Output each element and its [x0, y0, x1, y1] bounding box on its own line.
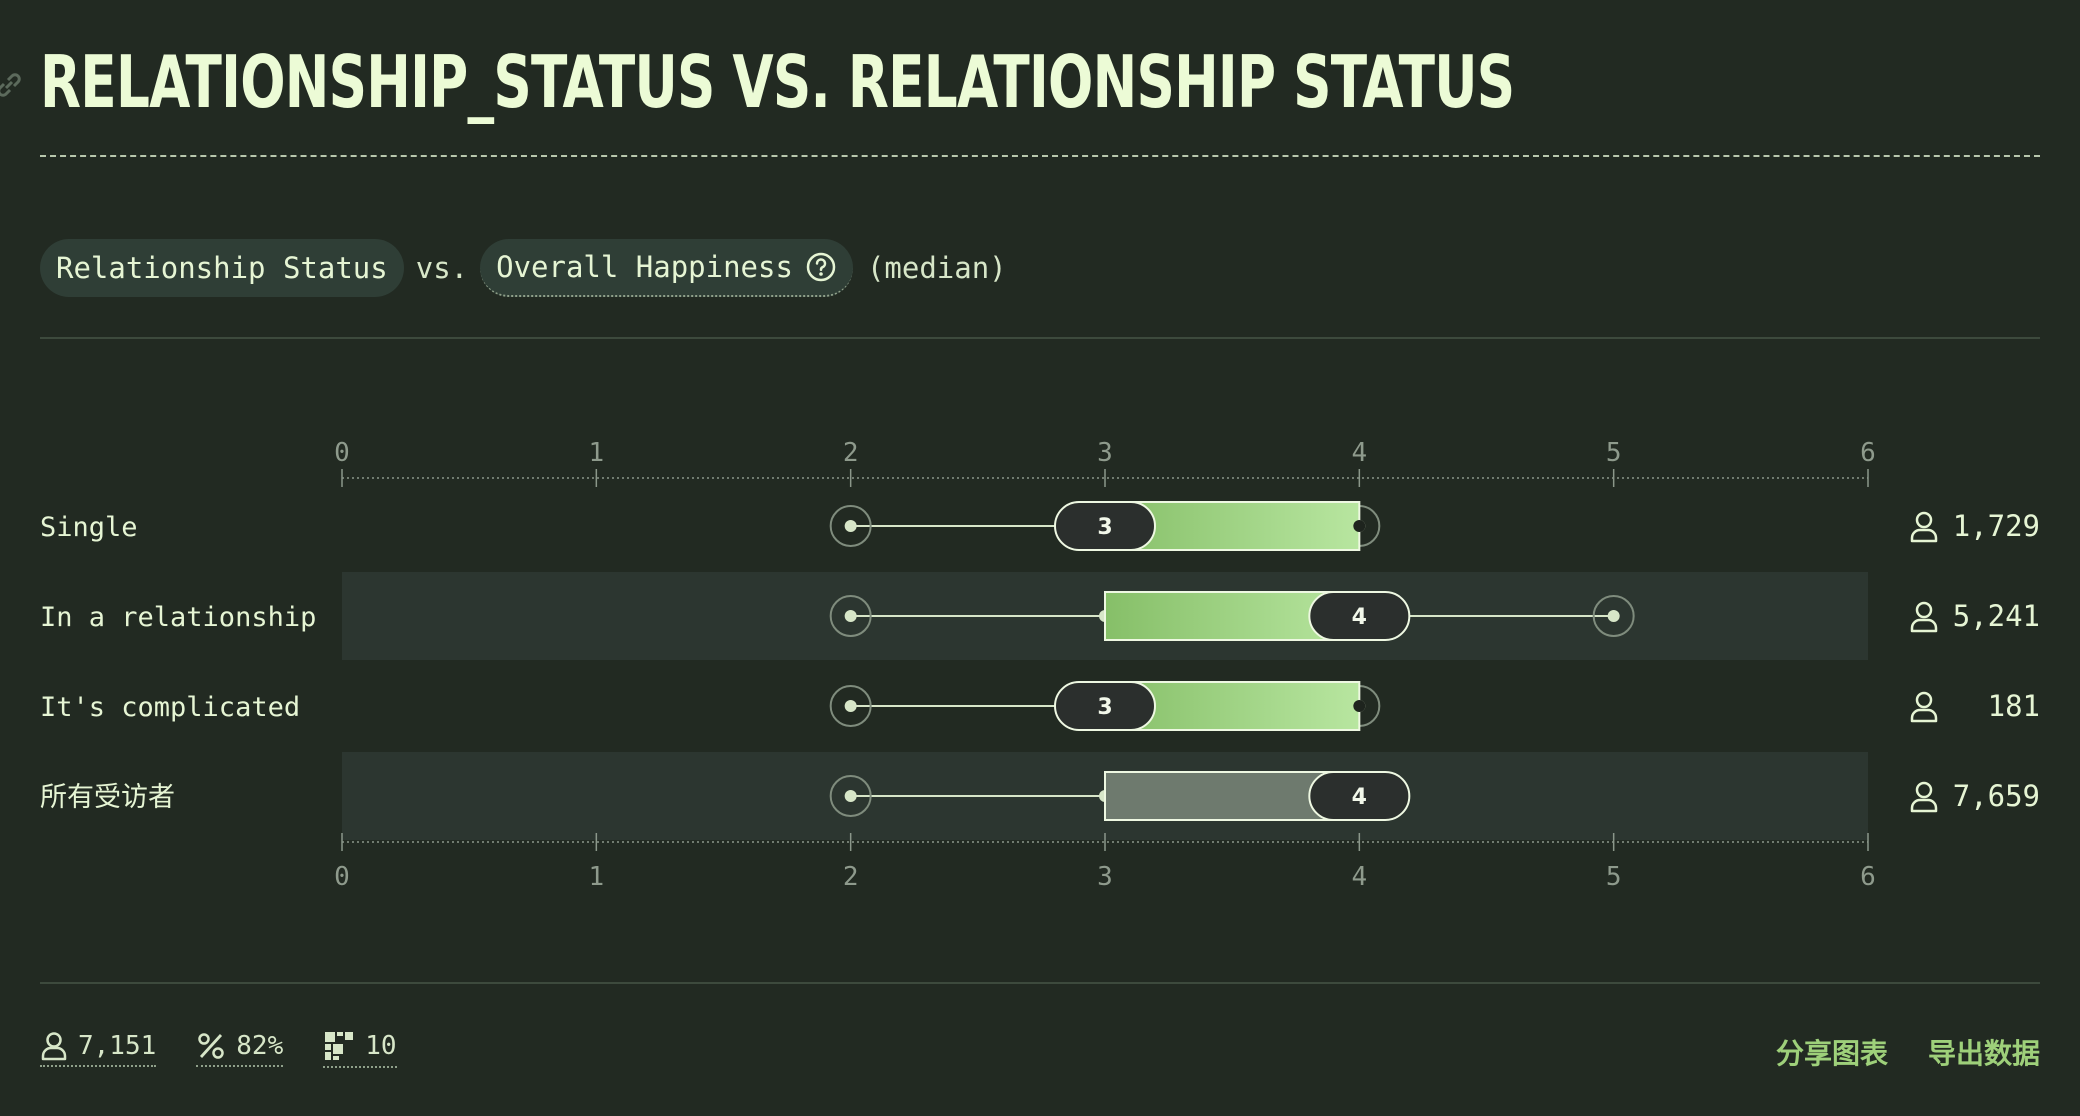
questions-value: 10 [365, 1031, 397, 1061]
tick-label: 5 [1606, 862, 1622, 892]
user-icon [1910, 798, 1938, 813]
median-pill [1308, 591, 1411, 641]
user-icon [1915, 691, 1933, 709]
median-pill [1054, 681, 1156, 731]
whisker-ring [1592, 595, 1635, 637]
user-icon [41, 1032, 67, 1061]
percent-value: 82% [236, 1031, 284, 1061]
whisker-dot [844, 520, 857, 532]
row-label: 所有受访者 [40, 782, 175, 813]
questions-stat[interactable]: 10 [323, 1030, 397, 1068]
median-label: 4 [1352, 785, 1367, 810]
row-label: It's complicated [40, 692, 300, 723]
whisker-dot [844, 700, 857, 712]
row-count: 7,659 [1953, 779, 2040, 813]
row-count: 181 [1988, 689, 2040, 723]
export-data-link[interactable]: 导出数据 [1927, 1037, 2040, 1070]
row-count: 5,241 [1953, 599, 2040, 633]
group-by-pill[interactable]: Relationship Status [40, 239, 404, 297]
questions-icon [325, 1032, 354, 1060]
percent-stat[interactable]: 82% [196, 1031, 284, 1067]
user-icon [1910, 618, 1938, 633]
tick-label: 4 [1352, 862, 1368, 892]
tick-label: 5 [1606, 438, 1622, 468]
median-label: 3 [1097, 695, 1112, 720]
user-icon [1915, 781, 1933, 799]
row-count: 1,729 [1953, 509, 2040, 543]
whisker-ring [829, 505, 872, 547]
share-chart-link[interactable]: 分享图表 [1775, 1037, 1888, 1070]
tick-label: 2 [843, 862, 859, 892]
tick-label: 6 [1860, 438, 1876, 468]
median-pill [1308, 771, 1411, 821]
whisker-ring [829, 775, 872, 817]
row-label: Single [40, 512, 138, 543]
quartile-dot [1353, 700, 1366, 712]
user-icon [1915, 511, 1933, 529]
tick-label: 0 [334, 862, 350, 892]
question-pill[interactable]: Overall Happiness [480, 239, 853, 297]
footer-actions: 分享图表 导出数据 [1776, 1032, 2040, 1072]
page-title: RELATIONSHIP_STATUS VS. RELATIONSHIP STA… [40, 40, 1515, 124]
chart-subtitle: Relationship Status vs. Overall Happines… [40, 238, 1007, 298]
whisker-dot [844, 610, 857, 622]
aggregation-label: (median) [866, 251, 1007, 285]
whisker-dot [844, 790, 857, 802]
boxplot-chart: 0 1 2 3 4 5 6 0 1 2 3 4 5 6 Single 3 1,729 In a relations… [40, 438, 2040, 892]
tick-label: 2 [843, 438, 859, 468]
footer-divider [40, 982, 2040, 984]
question-label: Overall Happiness [496, 250, 793, 284]
user-icon [1910, 708, 1938, 723]
tick-label: 0 [334, 438, 350, 468]
whisker-ring [829, 595, 872, 637]
vs-text: vs. [415, 251, 469, 285]
quartile-dot [1353, 520, 1366, 532]
tick-label: 4 [1352, 438, 1368, 468]
median-pill [1054, 501, 1156, 551]
subtitle-divider [40, 337, 2040, 339]
tick-label: 6 [1860, 862, 1876, 892]
tick-label: 1 [589, 438, 605, 468]
link-icon[interactable] [0, 70, 24, 100]
median-label: 3 [1097, 515, 1112, 540]
title-divider [40, 155, 2040, 157]
tick-label: 3 [1097, 438, 1113, 468]
whisker-dot [1607, 610, 1620, 622]
footer-stats: 7,151 82% 10 [40, 1030, 397, 1068]
whisker-ring [829, 685, 872, 727]
respondents-stat[interactable]: 7,151 [40, 1031, 157, 1067]
percent-icon [198, 1033, 225, 1059]
help-icon[interactable] [805, 251, 837, 283]
row-label: In a relationship [40, 602, 316, 633]
tick-label: 1 [589, 862, 605, 892]
median-label: 4 [1352, 605, 1367, 630]
user-icon [1915, 601, 1933, 619]
respondents-value: 7,151 [78, 1031, 157, 1061]
user-icon [1910, 528, 1938, 543]
tick-label: 3 [1097, 862, 1113, 892]
